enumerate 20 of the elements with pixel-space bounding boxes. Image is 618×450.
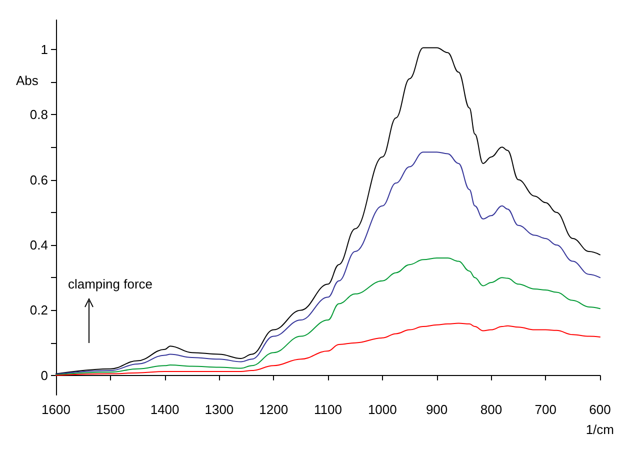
x-tick-label: 1600 [42, 402, 70, 417]
annotation: clamping force [68, 276, 153, 292]
x-tick-label: 600 [589, 402, 611, 417]
x-tick-label: 800 [480, 402, 502, 417]
x-tick-label: 1400 [150, 402, 180, 417]
y-tick-label: 0.2 [30, 302, 48, 318]
x-tick-label: 1100 [314, 402, 342, 417]
x-tick-label: 700 [534, 402, 556, 417]
y-tick-label: 0.6 [30, 172, 48, 188]
y-tick-label: 1 [40, 42, 48, 57]
x-tick-label: 1200 [259, 402, 288, 417]
x-tick-label: 1500 [96, 402, 125, 417]
x-tick-label: 1300 [204, 402, 234, 417]
x-tick-label: 1000 [368, 402, 397, 417]
x-tick-label: 900 [426, 402, 448, 417]
y-axis-title: Abs [16, 72, 39, 88]
y-tick-label: 0.4 [30, 238, 48, 252]
x-axis-title: 1/cm [586, 422, 614, 437]
y-tick-label: 0 [40, 368, 48, 383]
y-tick-label: 0.8 [30, 107, 48, 122]
